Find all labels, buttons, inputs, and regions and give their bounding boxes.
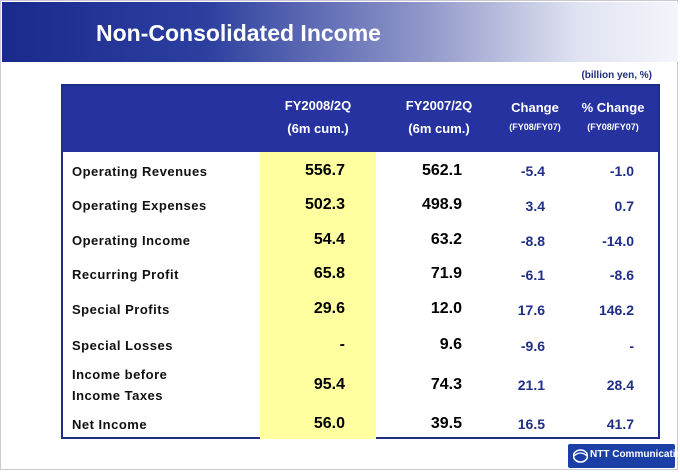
cell-change: -6.1 — [520, 267, 545, 283]
table-header: FY2008/2Q (6m cum.) FY2007/2Q (6m cum.) … — [63, 86, 658, 152]
col-header-fy07-line2: (6m cum.) — [408, 121, 470, 136]
col-header-fy08-line1: FY2008/2Q — [284, 98, 352, 113]
cell-pct-change: -14.0 — [602, 233, 634, 249]
cell-change: -9.6 — [520, 338, 545, 354]
cell-fy08: 56.0 — [313, 415, 345, 432]
row-label: Operating Income — [72, 233, 191, 248]
cell-fy07: 71.9 — [430, 265, 462, 282]
col-header-fy08: FY2008/2Q (6m cum.) — [260, 98, 376, 136]
cell-pct-change: 41.7 — [606, 416, 634, 432]
cell-pct-change: 146.2 — [598, 302, 634, 318]
cell-fy08: 556.7 — [304, 162, 345, 179]
cell-fy07: 12.0 — [430, 300, 462, 317]
title-bar: Non-Consolidated Income — [2, 2, 678, 62]
col-header-pct-line1: % Change — [581, 100, 645, 115]
row-label: Special Losses — [72, 338, 173, 353]
cell-fy08: 54.4 — [313, 231, 345, 248]
cell-pct-change: 28.4 — [606, 377, 634, 393]
cell-fy07: 63.2 — [430, 231, 462, 248]
income-table: FY2008/2Q (6m cum.) FY2007/2Q (6m cum.) … — [61, 84, 660, 439]
row-label: Recurring Profit — [72, 267, 179, 282]
cell-fy08: 502.3 — [304, 196, 345, 213]
unit-note: (billion yen, %) — [581, 70, 652, 81]
col-header-change-line1: Change — [511, 100, 559, 115]
cell-change: 16.5 — [517, 416, 545, 432]
cell-fy07: 9.6 — [439, 336, 462, 353]
cell-fy07: 39.5 — [430, 415, 462, 432]
page-title: Non-Consolidated Income — [96, 20, 381, 46]
cell-change: -8.8 — [520, 233, 545, 249]
col-header-pct-change: % Change (FY08/FY07) — [573, 100, 653, 132]
row-label: Operating Revenues — [72, 164, 208, 179]
cell-fy08: 95.4 — [313, 376, 345, 393]
cell-change: 21.1 — [517, 377, 545, 393]
col-header-pct-line2: (FY08/FY07) — [587, 122, 639, 132]
col-header-fy08-line2: (6m cum.) — [287, 121, 349, 136]
cell-change: -5.4 — [520, 163, 545, 179]
cell-fy07: 74.3 — [430, 376, 462, 393]
cell-fy08: - — [339, 336, 345, 353]
ntt-logo-icon — [573, 449, 588, 463]
highlight-column — [260, 152, 376, 439]
row-label: Special Profits — [72, 302, 170, 317]
cell-fy07: 498.9 — [421, 196, 462, 213]
row-label-line1: Income before — [72, 367, 168, 382]
col-header-change-line2: (FY08/FY07) — [509, 122, 561, 132]
ntt-communications-logo: NTT Communications — [568, 444, 680, 468]
cell-fy07: 562.1 — [421, 162, 462, 179]
cell-fy08: 29.6 — [313, 300, 345, 317]
col-header-fy07: FY2007/2Q (6m cum.) — [381, 98, 497, 136]
cell-change: 3.4 — [525, 198, 545, 214]
row-label: Operating Expenses — [72, 198, 207, 213]
col-header-change: Change (FY08/FY07) — [499, 100, 571, 132]
cell-change: 17.6 — [517, 302, 545, 318]
col-header-fy07-line1: FY2007/2Q — [405, 98, 473, 113]
cell-pct-change: 0.7 — [614, 198, 634, 214]
cell-pct-change: - — [629, 338, 634, 354]
row-label-line2: Income Taxes — [72, 388, 164, 403]
cell-pct-change: -8.6 — [609, 267, 634, 283]
cell-pct-change: -1.0 — [609, 163, 634, 179]
logo-text: NTT Communications — [590, 449, 680, 460]
row-label: Net Income — [72, 417, 148, 432]
cell-fy08: 65.8 — [313, 265, 345, 282]
